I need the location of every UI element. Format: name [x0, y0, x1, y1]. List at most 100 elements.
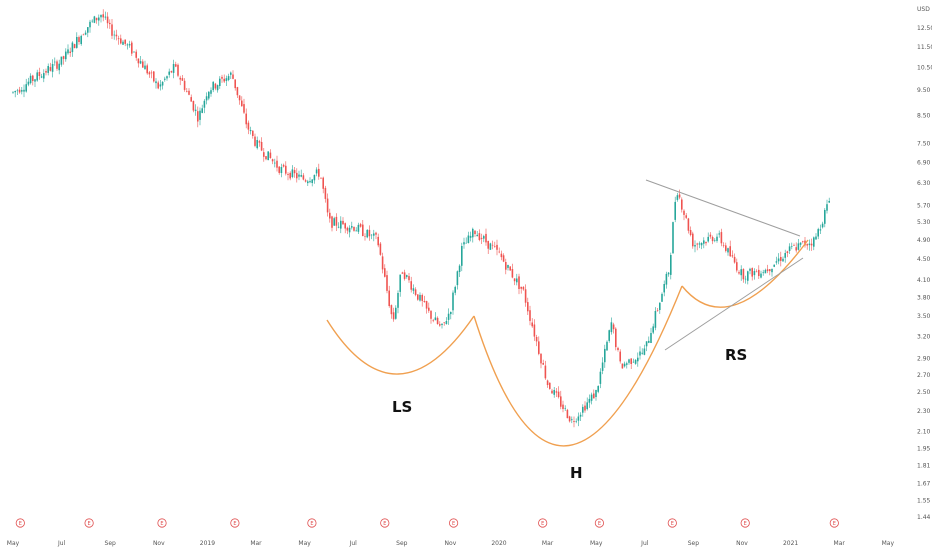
- earnings-marker[interactable]: [84, 518, 94, 528]
- candle-body: [276, 160, 278, 168]
- x-tick-label: May: [590, 540, 603, 547]
- x-tick-label: May: [298, 540, 311, 547]
- candle-body: [575, 421, 577, 422]
- candle-body: [824, 210, 826, 224]
- candle-body: [304, 180, 307, 182]
- candle-body: [597, 386, 599, 392]
- earnings-marker[interactable]: [157, 518, 167, 528]
- candle-body: [579, 414, 582, 417]
- candle-body: [236, 87, 239, 96]
- y-tick-label: 6.30: [917, 180, 931, 187]
- y-tick-label: 2.50: [917, 389, 931, 396]
- candle-body: [133, 51, 135, 53]
- earnings-marker[interactable]: [538, 518, 548, 528]
- earnings-marker-label: E: [383, 521, 386, 527]
- candle-body: [36, 72, 38, 81]
- candle-body: [293, 170, 296, 174]
- earnings-marker[interactable]: [15, 518, 25, 528]
- x-tick-label: Mar: [542, 540, 554, 547]
- earnings-marker[interactable]: [829, 518, 839, 528]
- candle-body: [159, 84, 162, 87]
- candle-body: [782, 258, 784, 262]
- candle-body: [230, 72, 232, 75]
- candle-body: [144, 65, 146, 70]
- candle-body: [89, 21, 91, 28]
- candle-body: [674, 201, 676, 220]
- candle-body: [654, 311, 657, 328]
- candle-body: [238, 95, 241, 101]
- candle-body: [410, 281, 412, 290]
- pattern-label-ls: LS: [392, 398, 412, 416]
- candle-body: [749, 268, 751, 271]
- candle-body: [467, 235, 470, 243]
- head-curve: [473, 285, 683, 447]
- y-tick-label: 6.90: [917, 160, 931, 167]
- earnings-marker[interactable]: [380, 518, 390, 528]
- candle-body: [436, 317, 439, 324]
- candle-body: [320, 177, 322, 179]
- candle-body: [700, 243, 703, 246]
- candle-body: [245, 113, 247, 125]
- candle-body: [373, 233, 375, 236]
- candle-body: [650, 333, 652, 343]
- earnings-marker[interactable]: [594, 518, 605, 528]
- candle-body: [201, 108, 203, 113]
- candle-body: [322, 177, 324, 189]
- x-tick-label: Mar: [250, 540, 262, 547]
- x-tick-label: Sep: [396, 540, 408, 547]
- candle-body: [102, 14, 104, 18]
- candle-body: [458, 265, 461, 272]
- candle-body: [38, 72, 41, 76]
- candle-body: [168, 71, 170, 75]
- candle-body: [216, 85, 219, 91]
- candle-body: [49, 67, 52, 71]
- candle-body: [183, 80, 186, 90]
- x-axis: May Jul Sep Nov 2019 Mar May Jul Sep Nov 2020 Mar Ma…: [7, 540, 932, 547]
- candle-body: [126, 44, 129, 46]
- candle-body: [500, 253, 503, 258]
- candle-body: [274, 162, 276, 164]
- candle-body: [788, 246, 791, 251]
- candle-body: [179, 77, 181, 80]
- earnings-marker[interactable]: [448, 518, 459, 528]
- candle-body: [175, 64, 177, 67]
- candle-body: [725, 245, 727, 251]
- candle-body: [25, 84, 27, 92]
- candle-body: [82, 34, 85, 36]
- candle-body: [641, 352, 643, 354]
- candle-body: [476, 234, 478, 237]
- candle-body: [560, 396, 562, 407]
- candle-body: [117, 38, 120, 40]
- x-tick-label: Sep: [105, 540, 117, 547]
- y-tick-label: 1.55: [917, 497, 931, 504]
- candle-body: [27, 81, 30, 85]
- candle-body: [672, 222, 674, 254]
- candle-body: [335, 216, 338, 226]
- candle-body: [538, 341, 540, 354]
- candle-body: [315, 169, 318, 174]
- candle-body: [18, 89, 21, 93]
- earnings-marker[interactable]: [740, 518, 750, 528]
- candle-body: [208, 91, 210, 99]
- candle-body: [280, 167, 283, 173]
- candle-body: [414, 289, 417, 295]
- candle-body: [188, 90, 190, 95]
- earnings-marker[interactable]: [230, 518, 240, 528]
- candle-body: [652, 326, 654, 333]
- candle-body: [137, 58, 140, 64]
- candle-body: [43, 73, 45, 79]
- candle-body: [60, 56, 63, 65]
- earnings-marker[interactable]: [667, 518, 677, 528]
- candle-body: [364, 236, 366, 237]
- candle-body: [219, 78, 221, 86]
- x-tick-label: 2019: [200, 540, 215, 547]
- earnings-marker[interactable]: [307, 518, 317, 528]
- candle-body: [366, 230, 368, 238]
- candle-body: [797, 243, 800, 250]
- y-tick-label: 2.70: [917, 372, 931, 379]
- candle-body: [258, 141, 261, 143]
- candle-body: [582, 406, 584, 413]
- candle-body: [289, 172, 291, 179]
- candle-body: [595, 390, 597, 397]
